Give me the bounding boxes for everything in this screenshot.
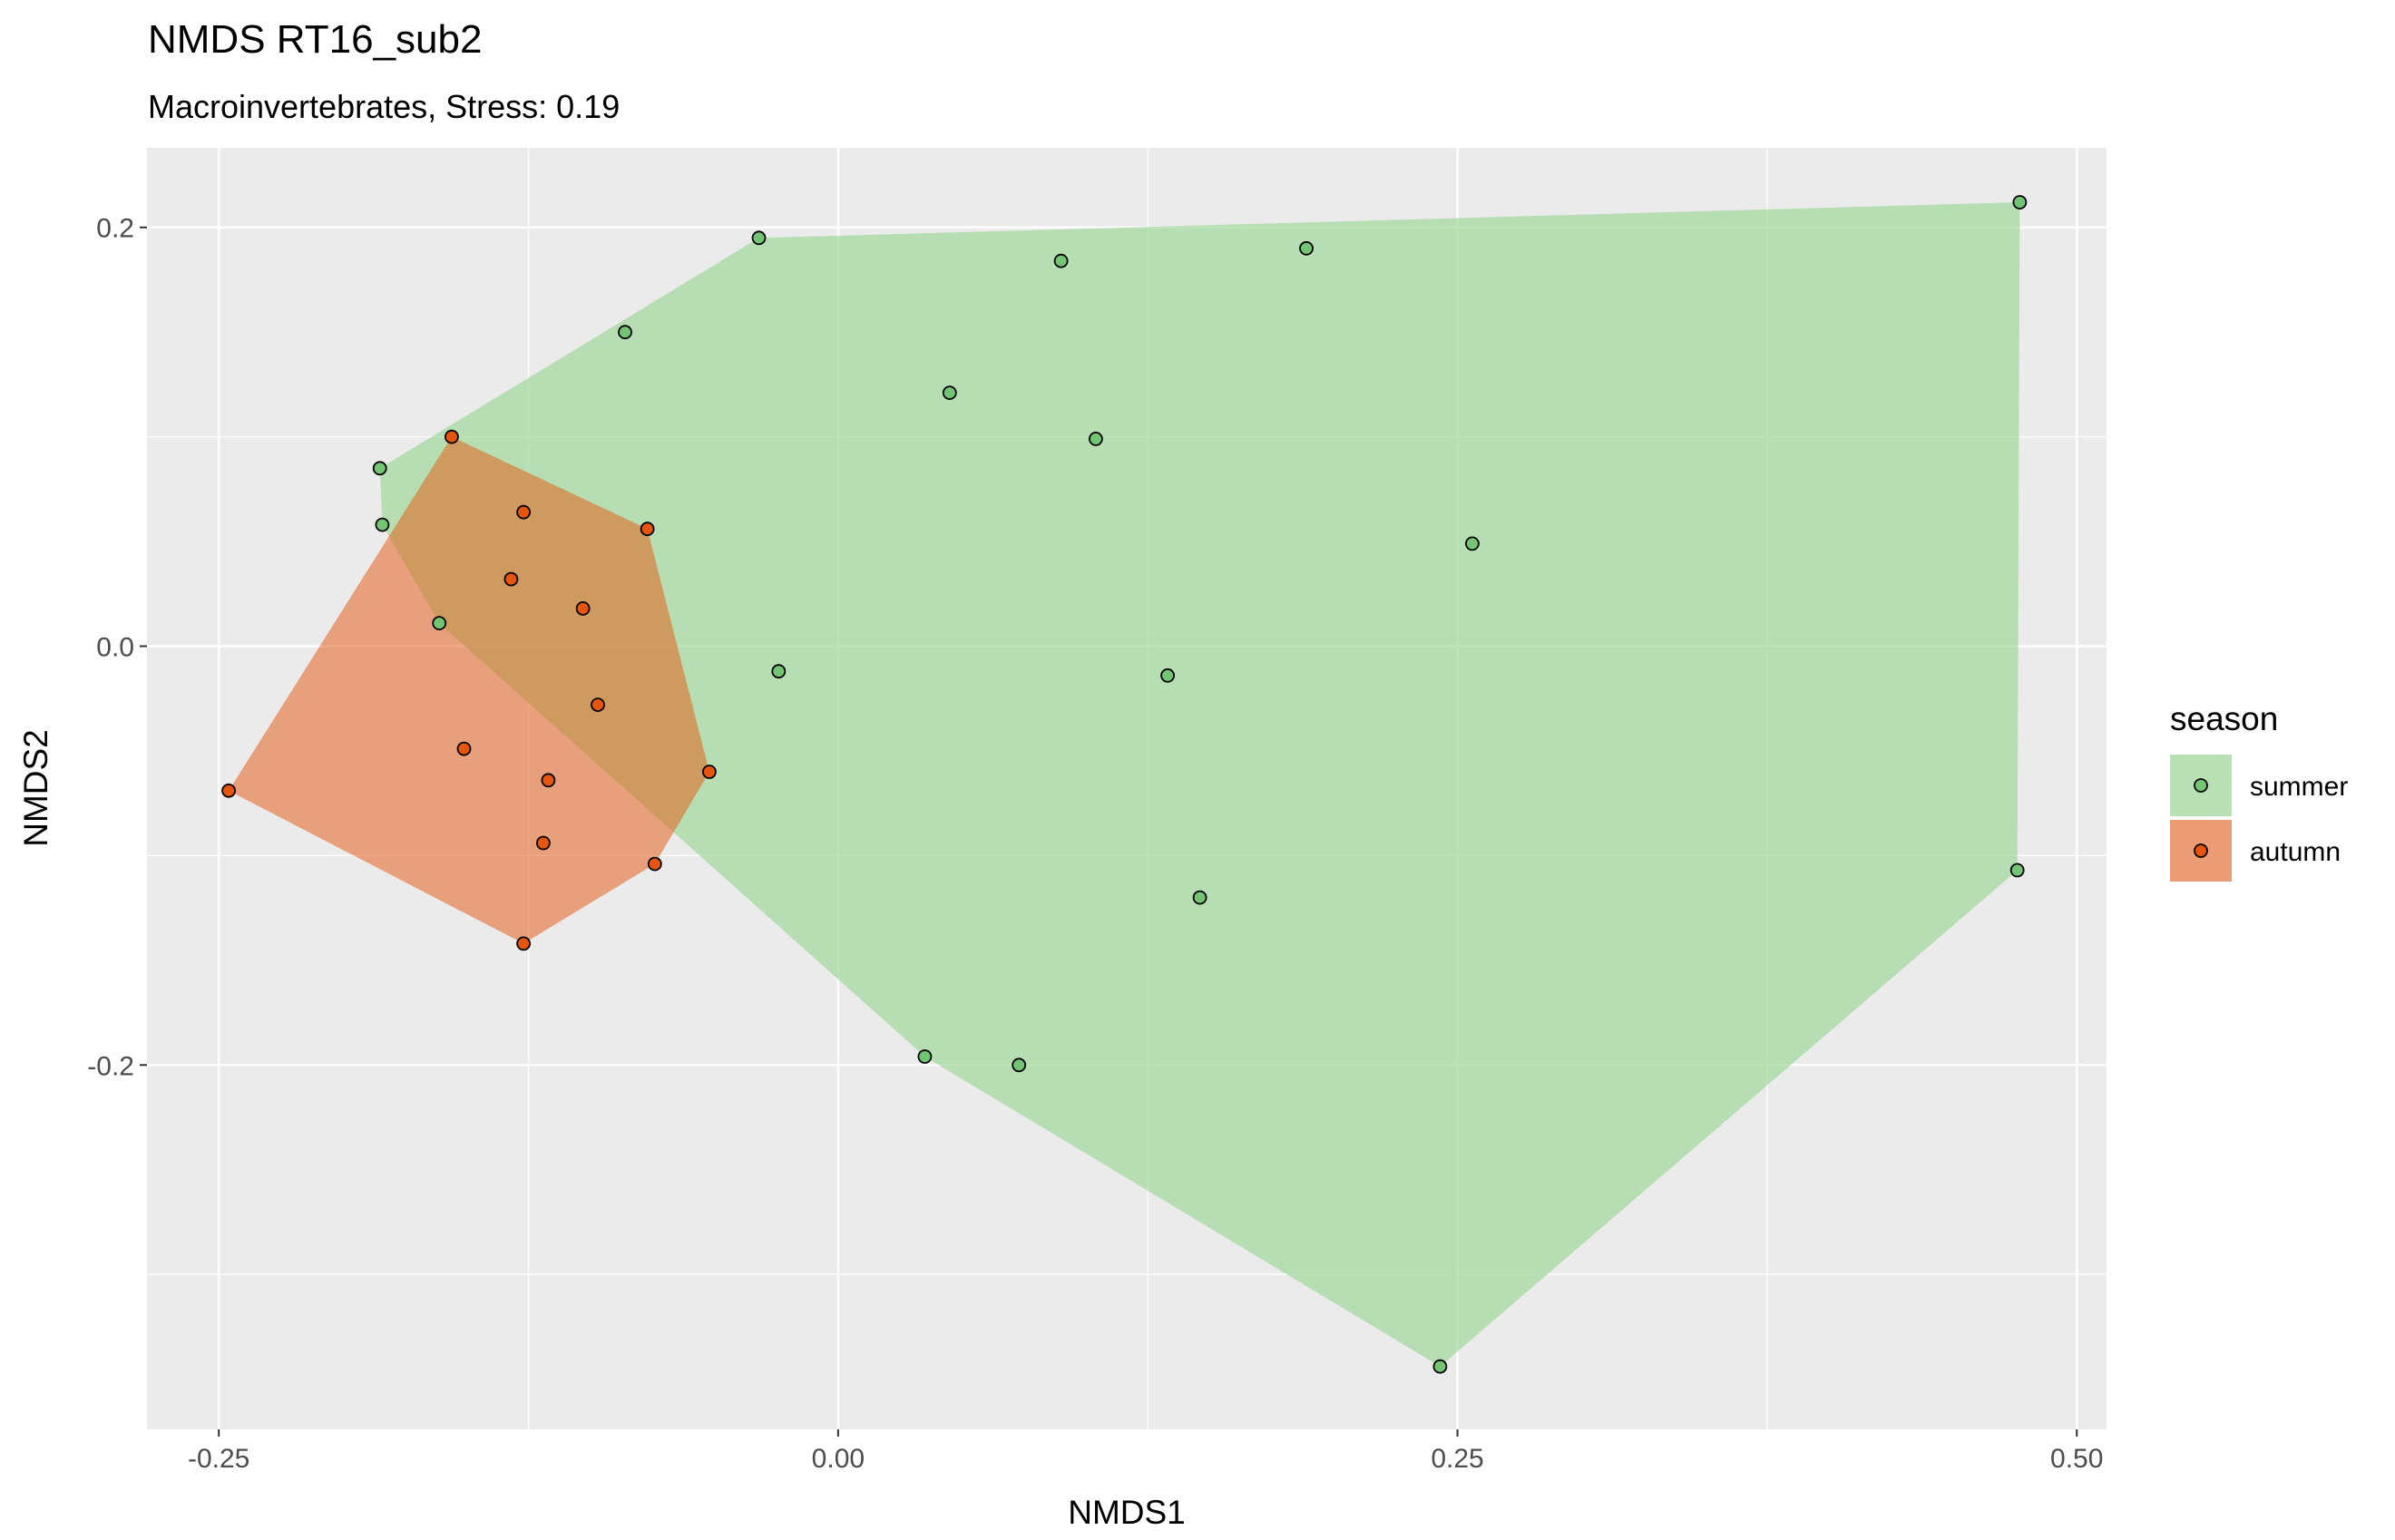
y-axis-title: NMDS2 — [17, 729, 54, 847]
x-tick-label: 0.00 — [812, 1444, 865, 1474]
point-autumn — [503, 571, 519, 587]
data-points — [221, 195, 2028, 1374]
point-summer — [2012, 195, 2028, 210]
y-tick-label: 0.0 — [96, 633, 134, 663]
point-autumn — [516, 936, 531, 951]
point-summer — [1432, 1359, 1448, 1374]
point-summer — [1192, 890, 1207, 905]
point-summer — [1299, 240, 1314, 256]
y-tick-label: 0.2 — [96, 214, 134, 244]
point-autumn — [575, 601, 591, 616]
y-tick-label: -0.2 — [87, 1051, 134, 1081]
point-autumn — [647, 856, 662, 872]
point-autumn — [516, 504, 531, 520]
point-summer — [372, 461, 387, 476]
legend-label-summer: summer — [2250, 772, 2348, 802]
point-summer — [618, 325, 632, 340]
legend: season summer autumn — [2170, 700, 2348, 882]
point-summer — [917, 1049, 933, 1064]
point-autumn — [702, 765, 717, 779]
legend-point-summer — [2194, 778, 2208, 793]
x-axis-ticks: -0.25 0.00 0.25 0.50 — [188, 1429, 2103, 1474]
point-summer — [2009, 863, 2025, 878]
point-autumn — [456, 741, 472, 756]
point-summer — [1160, 668, 1175, 683]
point-summer — [1053, 253, 1069, 268]
convex-hulls — [229, 202, 2020, 1367]
x-tick-label: 0.25 — [1431, 1444, 1483, 1474]
point-autumn — [541, 773, 556, 788]
y-axis-ticks: -0.2 0.0 0.2 — [87, 214, 147, 1081]
chart-title: NMDS RT16_sub2 — [148, 17, 482, 62]
x-tick-label: -0.25 — [188, 1444, 249, 1474]
hull-summer — [379, 202, 2020, 1367]
point-summer — [1012, 1058, 1027, 1073]
point-summer — [375, 517, 390, 532]
x-axis-title: NMDS1 — [1068, 1494, 1186, 1531]
hull-autumn — [229, 436, 709, 944]
point-autumn — [536, 835, 551, 851]
chart-subtitle: Macroinvertebrates, Stress: 0.19 — [148, 88, 620, 125]
point-autumn — [591, 697, 605, 712]
point-summer — [771, 664, 787, 679]
point-autumn — [444, 429, 459, 444]
legend-point-autumn — [2194, 843, 2208, 858]
x-tick-label: 0.50 — [2050, 1444, 2103, 1474]
point-summer — [751, 230, 767, 246]
legend-label-autumn: autumn — [2250, 837, 2341, 867]
point-summer — [432, 616, 447, 630]
point-summer — [1089, 431, 1103, 446]
point-autumn — [221, 783, 237, 798]
legend-title: season — [2170, 700, 2278, 737]
point-summer — [1465, 536, 1480, 551]
point-autumn — [640, 521, 655, 537]
point-summer — [942, 385, 957, 401]
